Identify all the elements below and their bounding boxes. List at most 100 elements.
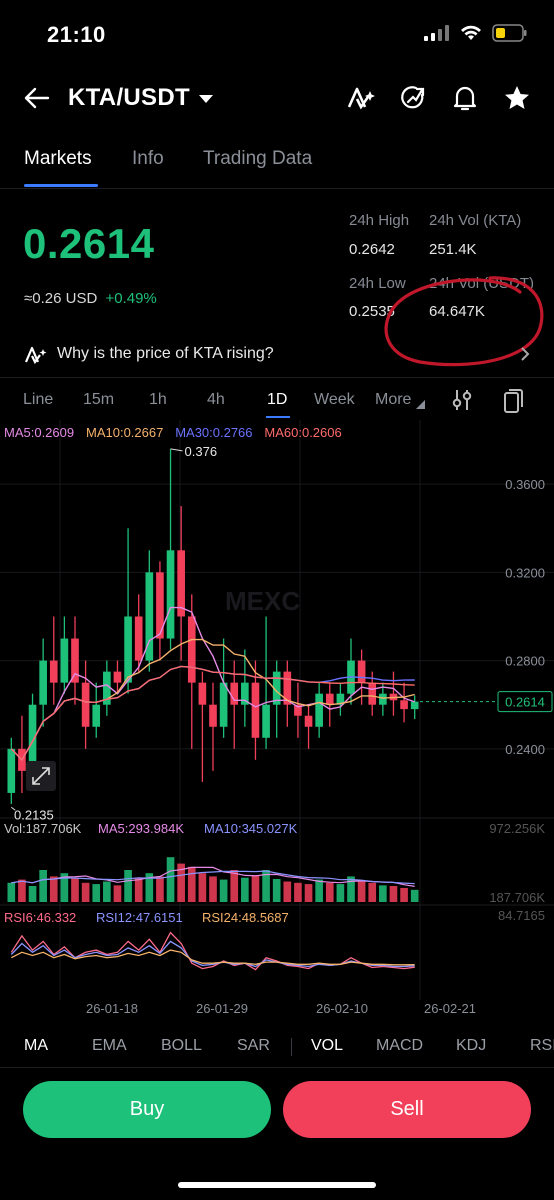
wifi-icon (461, 25, 481, 40)
candle-body (357, 660, 366, 683)
ai-analysis-icon[interactable] (346, 83, 376, 113)
more-caret-icon (416, 400, 425, 409)
ma-line-60 (10, 665, 415, 762)
candle-body (187, 616, 196, 683)
tab-active-indicator (24, 184, 98, 187)
volume-bar (294, 882, 302, 902)
volume-bar (368, 882, 377, 902)
indicator-ma[interactable]: MA (24, 1037, 48, 1054)
y-tick-label: 0.3600 (505, 477, 545, 492)
volume-bar (283, 881, 292, 902)
volume-bar (251, 875, 260, 902)
hand-drawn-circle-annotation (384, 276, 544, 367)
ma-legend-1: MA10:0.2667 (86, 425, 163, 440)
sell-button[interactable]: Sell (283, 1081, 531, 1138)
rsi24-legend: RSI24:48.5687 (202, 910, 289, 925)
share-chart-icon[interactable] (398, 83, 428, 113)
pair-title[interactable]: KTA/USDT (68, 84, 190, 111)
interval-15m[interactable]: 15m (83, 391, 115, 408)
main-tabs: Markets Info Trading Data (0, 140, 554, 190)
kline-chart[interactable]: MEXC MA5:0.2609 MA10:0.2667 MA30:0.2766 MA60… (0, 420, 554, 1020)
pair-header: KTA/USDT (0, 75, 554, 123)
rsi6-legend: RSI6:46.332 (4, 910, 76, 925)
y-tick-label: 0.2400 (505, 742, 545, 757)
ma-legend-2: MA30:0.2766 (175, 425, 252, 440)
fiat-price: ≈0.26 USD +0.49% (24, 290, 157, 307)
volume-bar (60, 873, 69, 902)
volume-ma-line (11, 866, 415, 887)
candle-body (60, 638, 69, 683)
volume-bar (219, 879, 228, 902)
volume-bar (49, 876, 58, 902)
volume-bar (124, 870, 132, 902)
x-tick-label: 26-02-21 (424, 1001, 476, 1016)
volume-bar (113, 885, 122, 902)
interval-4h[interactable]: 4h (207, 391, 225, 408)
bell-icon[interactable] (450, 83, 480, 113)
tab-markets[interactable]: Markets (24, 148, 92, 169)
candle-body (283, 671, 292, 705)
candle-body (304, 715, 313, 727)
candle-body (166, 550, 175, 639)
candle-body (71, 638, 79, 683)
indicator-macd[interactable]: MACD (376, 1037, 424, 1054)
volume-bar (7, 882, 16, 902)
indicator-boll[interactable]: BOLL (161, 1037, 202, 1054)
back-arrow-icon[interactable] (22, 83, 52, 113)
copy-layout-icon[interactable] (502, 388, 524, 414)
indicator-ema[interactable]: EMA (92, 1037, 127, 1054)
volume-bar (18, 879, 26, 902)
volume-bar (156, 876, 164, 902)
volume-bar (272, 878, 281, 902)
interval-more[interactable]: More (375, 391, 412, 408)
fiat-unit: USD (65, 290, 98, 307)
ma-legend-3: MA60:0.2606 (264, 425, 341, 440)
min-price-pointer (11, 806, 16, 811)
volume-legend: Vol:187.706K (4, 821, 82, 836)
candle-body (39, 660, 47, 705)
y-tick-label: 0.2800 (505, 654, 545, 669)
min-price-label: 0.2135 (14, 807, 54, 822)
tab-trading-data[interactable]: Trading Data (203, 148, 313, 169)
candle-body (177, 550, 185, 617)
indicator-settings-icon[interactable] (451, 388, 473, 412)
candle-body (368, 682, 377, 705)
low-label: 24h Low (349, 275, 406, 292)
buy-button[interactable]: Buy (23, 1081, 271, 1138)
ai-insight-icon (24, 346, 47, 365)
rsi12-legend: RSI12:47.6151 (96, 910, 183, 925)
volume-bar (262, 870, 270, 902)
indicator-kdj[interactable]: KDJ (456, 1037, 487, 1054)
tab-info[interactable]: Info (132, 148, 164, 169)
ma-line-5 (10, 606, 415, 762)
divider (0, 188, 554, 189)
indicator-rsi[interactable]: RSI (530, 1037, 554, 1054)
volume-bar (389, 886, 398, 902)
interval-line[interactable]: Line (23, 391, 54, 408)
vol-usdt-value: 64.647K (429, 303, 485, 320)
price-insight-text: Why is the price of KTA rising? (57, 345, 274, 362)
candle-body (49, 660, 58, 683)
volume-bar (39, 870, 47, 902)
interval-1h[interactable]: 1h (149, 391, 167, 408)
interval-week[interactable]: Week (314, 391, 355, 408)
interval-1d[interactable]: 1D (267, 391, 288, 408)
rsi-line-rsi12 (10, 940, 415, 968)
candle-body (262, 704, 270, 738)
indicator-sar[interactable]: SAR (237, 1037, 270, 1054)
chevron-right-icon (521, 347, 530, 361)
status-icons (424, 24, 528, 42)
low-value: 0.2535 (349, 303, 395, 320)
favorite-star-icon[interactable] (502, 83, 532, 113)
candle-body (92, 704, 101, 727)
indicator-vol[interactable]: VOL (311, 1037, 344, 1054)
volume-bar (347, 876, 355, 902)
kline-chart-canvas[interactable]: MEXC MA5:0.2609 MA10:0.2667 MA30:0.2766 MA60… (0, 420, 554, 1020)
caret-down-icon[interactable] (198, 93, 214, 105)
price-insight-row[interactable]: Why is the price of KTA rising? (0, 336, 554, 374)
rsi-line-rsi6 (10, 931, 415, 971)
volume-ma5-legend: MA5:293.984K (98, 821, 184, 836)
watermark-logo: MEXC (225, 586, 300, 616)
header-actions (346, 83, 532, 113)
candle-body (230, 682, 239, 705)
